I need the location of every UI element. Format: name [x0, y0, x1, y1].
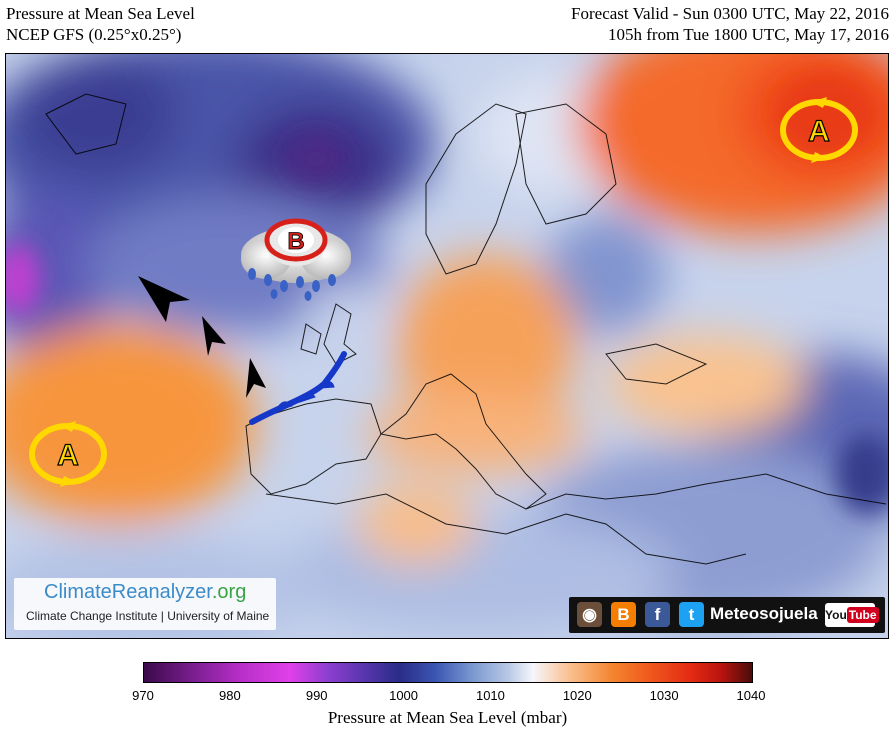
title-left: Pressure at Mean Sea Level — [6, 4, 195, 23]
colorbar-tick: 990 — [305, 688, 328, 703]
colorbar-tick: 1020 — [562, 688, 592, 703]
high-pressure-icon: A — [29, 421, 107, 487]
forecast-valid: Forecast Valid - Sun 0300 UTC, May 22, 2… — [571, 4, 889, 23]
colorbar-tick: 970 — [132, 688, 154, 703]
colorbar-tick: 1030 — [649, 688, 679, 703]
youtube-icon[interactable]: You Tube — [825, 603, 879, 627]
social-handle: Meteosojuela — [710, 604, 818, 623]
instagram-icon[interactable]: ◉ — [577, 602, 602, 627]
twitter-icon[interactable]: t — [679, 602, 704, 627]
colorbar-tick: 980 — [218, 688, 241, 703]
climate-reanalyzer-credit: ClimateReanalyzer.org Climate Change Ins… — [14, 578, 276, 630]
colorbar-tick: 1000 — [389, 688, 419, 703]
facebook-icon[interactable]: f — [645, 602, 670, 627]
colorbar-tick: 1040 — [736, 688, 766, 703]
low-pressure-icon: B — [241, 218, 351, 301]
model-info: NCEP GFS (0.25°x0.25°) — [6, 25, 182, 44]
forecast-hour: 105h from Tue 1800 UTC, May 17, 2016 — [608, 25, 889, 44]
svg-text:A: A — [808, 115, 830, 148]
social-bar: ◉ B f t Meteosojuela You Tube — [569, 597, 885, 633]
credit-subtitle: Climate Change Institute | University of… — [26, 609, 270, 623]
colorbar-tick: 1010 — [475, 688, 505, 703]
pressure-colorbar — [143, 662, 753, 683]
blogger-icon[interactable]: B — [611, 602, 636, 627]
brand-logo-text: ClimateReanalyzer.org — [44, 581, 247, 603]
high-pressure-icon: A — [780, 97, 858, 163]
wind-arrow-icon — [138, 276, 266, 398]
svg-text:B: B — [287, 228, 304, 255]
colorbar-label: Pressure at Mean Sea Level (mbar) — [327, 708, 568, 727]
front-line — [249, 351, 347, 425]
svg-text:A: A — [57, 439, 79, 472]
pressure-map: B A A ClimateReanalyzer.org Climate Chan… — [5, 53, 889, 639]
